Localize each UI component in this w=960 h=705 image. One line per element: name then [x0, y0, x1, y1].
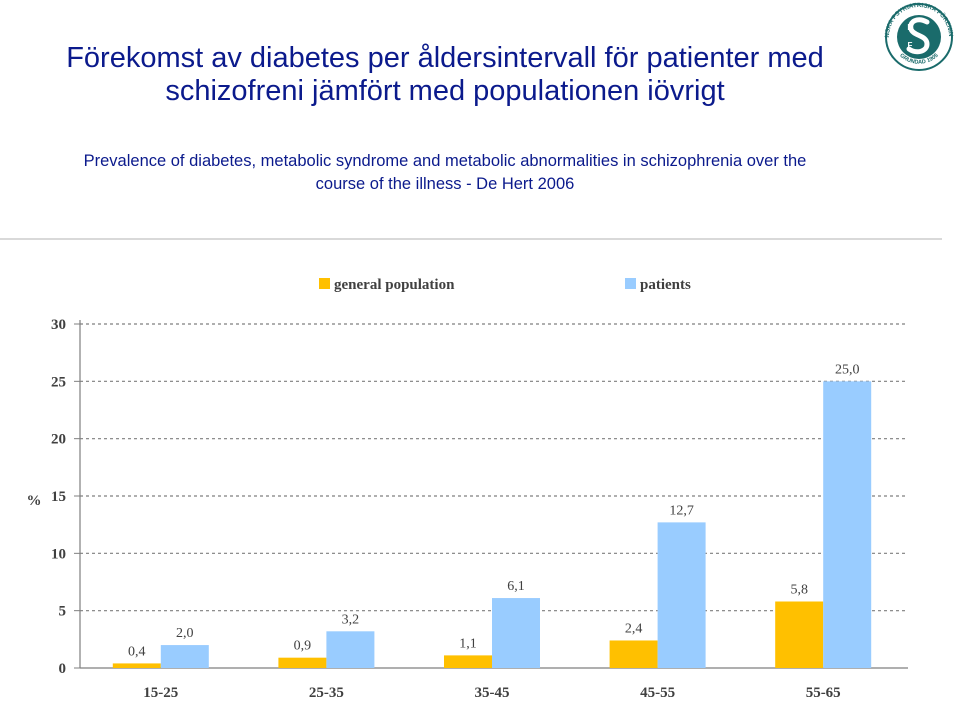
bar-general-population	[775, 601, 824, 668]
bar-patients	[160, 645, 209, 668]
bar-patients	[823, 381, 872, 668]
data-label: 12,7	[669, 503, 694, 518]
bar-general-population	[444, 655, 492, 668]
y-tick-label: 10	[51, 546, 66, 562]
logo-letter-p: P	[907, 23, 913, 32]
bar-general-population	[609, 640, 658, 668]
legend-swatch-patients	[625, 278, 636, 289]
x-tick-label: 25-35	[309, 685, 344, 701]
data-label: 2,4	[625, 621, 643, 636]
subtitle-line-2: course of the illness - De Hert 2006	[315, 175, 575, 193]
y-tick-label: 15	[51, 489, 66, 505]
logo-letter-f: F	[908, 41, 913, 50]
bar-general-population	[278, 657, 327, 668]
title-line-1: Förekomst av diabetes per åldersinterval…	[66, 42, 824, 74]
diabetes-bar-chart: 0 5 10 15 20 25 30% 0,4 2,0 15-25 0,9 3,2 25-35 1,1 6…	[27, 277, 908, 701]
data-label: 5,8	[790, 582, 808, 597]
legend-swatch-general-population	[319, 278, 330, 289]
bar-general-population	[112, 663, 161, 668]
data-label: 3,2	[342, 612, 360, 627]
chart-subtitle: Prevalence of diabetes, metabolic syndro…	[10, 150, 880, 196]
x-tick-label: 15-25	[143, 685, 178, 701]
bar-patients	[492, 598, 540, 668]
y-axis-label: %	[27, 493, 42, 509]
data-label: 0,9	[294, 639, 312, 654]
bar-patients	[326, 631, 375, 668]
x-tick-label: 45-55	[640, 685, 675, 701]
y-tick-label: 20	[51, 432, 66, 448]
y-tick-label: 30	[51, 317, 66, 333]
subtitle-line-1: Prevalence of diabetes, metabolic syndro…	[83, 152, 807, 170]
spf-logo-icon: SVENSKA PSYKIATRISKA FÖRENINGEN GRUNDAD …	[880, 2, 954, 71]
y-tick-label: 25	[51, 374, 66, 390]
y-tick-label: 0	[59, 661, 67, 677]
bar-patients	[657, 522, 706, 668]
data-label: 0,4	[128, 644, 146, 659]
divider	[0, 238, 942, 240]
data-label: 25,0	[835, 362, 860, 377]
x-tick-label: 35-45	[475, 685, 510, 701]
legend-label-patients: patients	[640, 277, 691, 293]
data-label: 1,1	[459, 636, 477, 651]
data-label: 2,0	[176, 626, 194, 641]
legend-label-general-population: general population	[334, 277, 455, 293]
x-tick-label: 55-65	[806, 685, 841, 701]
y-tick-label: 5	[59, 604, 67, 620]
title-line-2: schizofreni jämfört med populationen iöv…	[165, 75, 725, 107]
data-label: 6,1	[507, 579, 525, 594]
page-title: Förekomst av diabetes per åldersinterval…	[10, 42, 880, 108]
